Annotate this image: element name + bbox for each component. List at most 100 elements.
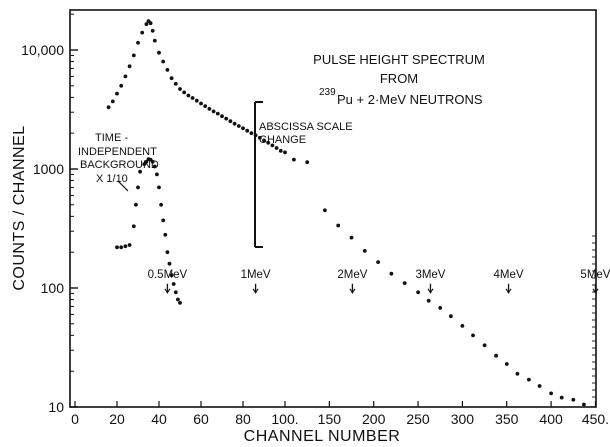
spectrum-point — [123, 74, 128, 79]
spectrum-point — [571, 397, 576, 402]
background-point — [152, 164, 157, 169]
spectrum-point — [449, 314, 453, 319]
spectrum-point — [228, 119, 233, 124]
spectrum-point — [220, 114, 224, 119]
energy-marker-arrowhead — [592, 288, 599, 294]
background-point — [173, 290, 178, 295]
spectrum-point — [115, 91, 119, 96]
spectrum-point — [471, 333, 475, 338]
energy-marker-arrowhead — [252, 288, 259, 294]
spectrum-point — [362, 249, 367, 253]
energy-marker-label: 4MeV — [494, 269, 524, 281]
background-point — [169, 273, 174, 278]
spectrum-point — [323, 208, 327, 213]
spectrum-point — [376, 260, 380, 264]
spectrum-point — [127, 64, 132, 69]
fission-spectrum-series — [106, 19, 586, 407]
spectrum-point — [203, 104, 208, 108]
x-tick-label: 0 — [71, 411, 79, 427]
energy-markers: 0.5MeV 1MeV 2MeV 3MeV 4MeV 5MeV — [148, 269, 610, 294]
background-point — [163, 232, 168, 237]
y-axis-ticks: 10 100 1000 10,000 — [21, 13, 78, 415]
spectrum-point — [257, 135, 262, 140]
spectrum-point — [152, 38, 157, 43]
spectrum-point — [389, 271, 394, 276]
spectrum-point — [173, 81, 178, 86]
spectrum-point — [150, 28, 155, 33]
spectrum-point — [119, 83, 124, 88]
scale-change-bracket — [254, 101, 263, 248]
spectrum-point — [110, 99, 115, 104]
spectrum-point — [169, 76, 174, 81]
background-point — [171, 282, 176, 286]
spectrum-point — [292, 157, 296, 162]
spectrum-point — [504, 362, 509, 366]
spectrum-point — [270, 143, 275, 148]
x-tick-label: 40 — [151, 411, 167, 427]
background-label-pointer — [117, 180, 129, 192]
energy-marker-label: 3MeV — [415, 269, 445, 281]
energy-marker-label: 0.5MeV — [148, 269, 188, 281]
spectrum-point — [190, 96, 195, 100]
background-point — [131, 224, 136, 229]
spectrum-point — [402, 281, 407, 285]
x-tick-label: 250 — [406, 411, 430, 427]
background-point — [115, 245, 119, 250]
spectrum-point — [262, 138, 266, 143]
y-tick-label: 10 — [48, 399, 64, 415]
background-point — [144, 159, 149, 164]
right-edge-ticks — [592, 235, 596, 398]
spectrum-point — [194, 98, 199, 103]
spectrum-point — [278, 149, 283, 153]
spectrum-point — [182, 90, 187, 95]
background-series — [115, 157, 182, 305]
spectrum-point — [136, 40, 140, 45]
background-point — [136, 185, 140, 190]
x-tick-label: 80 — [235, 411, 251, 427]
x-tick-label: 20 — [109, 411, 125, 427]
chart-title-isotope-mass: 239 — [319, 87, 336, 98]
spectrum-point — [224, 116, 229, 121]
spectrum-point — [515, 371, 520, 376]
spectrum-point — [305, 160, 310, 165]
x-tick-label: 300 — [451, 411, 475, 427]
x-tick-label: 150 — [318, 411, 342, 427]
y-tick-label: 100 — [41, 280, 65, 296]
spectrum-point — [527, 377, 531, 382]
energy-marker-arrowhead — [427, 288, 434, 294]
energy-marker-label: 5MeV — [580, 269, 610, 281]
spectrum-point — [549, 391, 553, 396]
y-axis-title: COUNTS / CHANNEL — [11, 125, 28, 290]
spectrum-point — [582, 402, 586, 407]
spectrum-point — [245, 128, 250, 133]
spectrum-point — [157, 50, 161, 55]
spectrum-point — [416, 290, 420, 295]
energy-marker-arrowhead — [349, 288, 356, 294]
spectrum-point — [131, 53, 136, 58]
background-point — [155, 172, 159, 177]
energy-marker-label: 1MeV — [241, 269, 271, 281]
spectrum-point — [215, 111, 220, 116]
spectrum-point — [336, 223, 341, 228]
spectrum-point — [178, 87, 182, 91]
background-point — [178, 301, 182, 305]
x-axis-title: CHANNEL NUMBER — [244, 428, 401, 445]
spectrum-point — [148, 21, 153, 26]
spectrum-point — [274, 146, 279, 150]
background-point — [165, 250, 170, 255]
x-tick-label: 350 — [495, 411, 519, 427]
background-point — [134, 202, 138, 207]
background-point — [157, 185, 161, 190]
background-point — [123, 244, 128, 249]
scale-change-label-2: CHANGE — [259, 134, 306, 146]
spectrum-point — [186, 93, 191, 98]
spectrum-point — [241, 126, 245, 131]
background-label-1: TIME - — [95, 132, 128, 144]
background-point — [176, 297, 180, 302]
chart-title-line-2: FROM — [380, 71, 418, 86]
spectrum-point — [494, 353, 498, 358]
spectrum-point — [165, 68, 170, 72]
x-tick-label: 200 — [362, 411, 386, 427]
energy-marker-arrowhead — [505, 288, 512, 294]
